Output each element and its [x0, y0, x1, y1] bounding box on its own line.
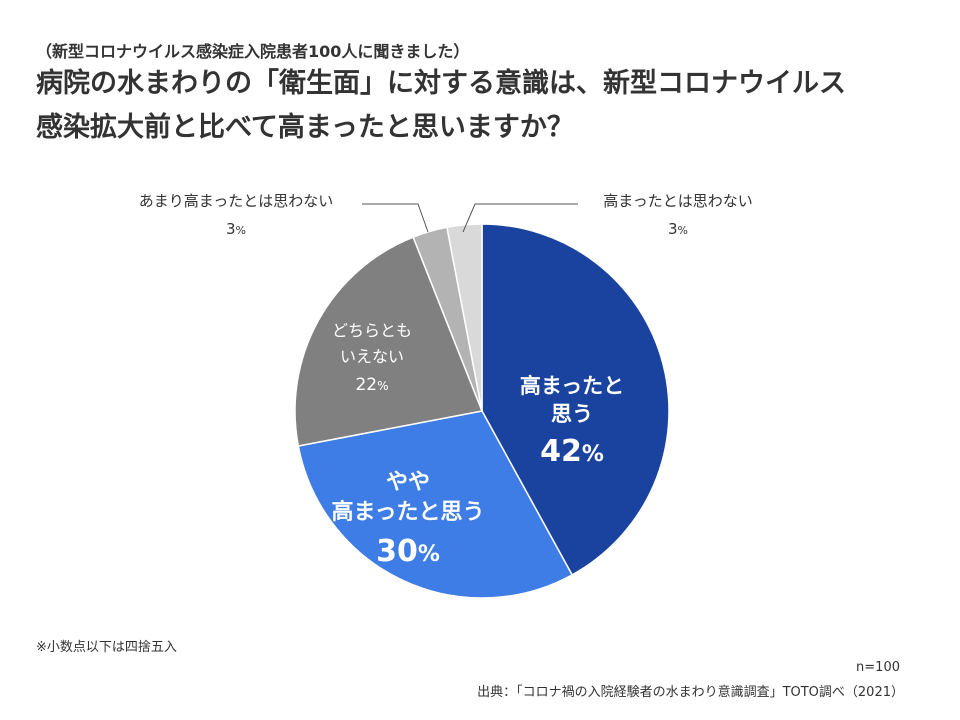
chart-title: 病院の水まわりの「衛生面」に対する意識は、新型コロナウイルス 感染拡大前と比べて… [36, 62, 846, 150]
chart-title-line-2: 感染拡大前と比べて高まったと思いますか？ [36, 112, 574, 143]
percent-somewhat-high: 30% [376, 534, 440, 569]
percent-high: 42% [540, 434, 604, 469]
leader-line-not-at-all [462, 203, 578, 233]
percent-not-at-all: 3% [668, 220, 688, 238]
slice-high [481, 223, 670, 576]
label-text-somewhat-high: やや [386, 470, 430, 495]
chart-title-line-1: 病院の水まわりの「衛生面」に対する意識は、新型コロナウイルス [36, 68, 846, 99]
label-not-at-all: 高まったとは思わない 3% [603, 192, 752, 238]
chart-subtitle: （新型コロナウイルス感染症入院患者100人に聞きました） [36, 42, 470, 61]
label-text-not-at-all: 高まったとは思わない [603, 192, 752, 210]
label-text-high: 高まったと [520, 374, 624, 398]
label-text-not-much: あまり高まったとは思わない [139, 192, 333, 210]
label-text-neutral: いえない [340, 347, 404, 366]
label-not-much: あまり高まったとは思わない 3% [139, 192, 333, 238]
leader-line-not-much [362, 203, 429, 233]
label-text-neutral: どちらとも [332, 321, 412, 340]
label-text-high: 思う [551, 402, 593, 426]
slice-neutral [294, 236, 484, 447]
slice-not-at-all [446, 223, 483, 412]
source-citation: 出典：「コロナ禍の入院経験者の水まわり意識調査」TOTO調べ（2021） [477, 685, 904, 700]
percent-neutral: 22% [355, 375, 388, 395]
label-text-somewhat-high: 高まったと思う [331, 499, 484, 525]
percent-not-much: 3% [226, 220, 246, 238]
label-high: 高まったと思う 42% [520, 374, 624, 469]
rounding-note: ※小数点以下は四捨五入 [36, 640, 177, 655]
slice-somewhat-high [297, 410, 574, 599]
sample-size: n=100 [856, 660, 900, 675]
